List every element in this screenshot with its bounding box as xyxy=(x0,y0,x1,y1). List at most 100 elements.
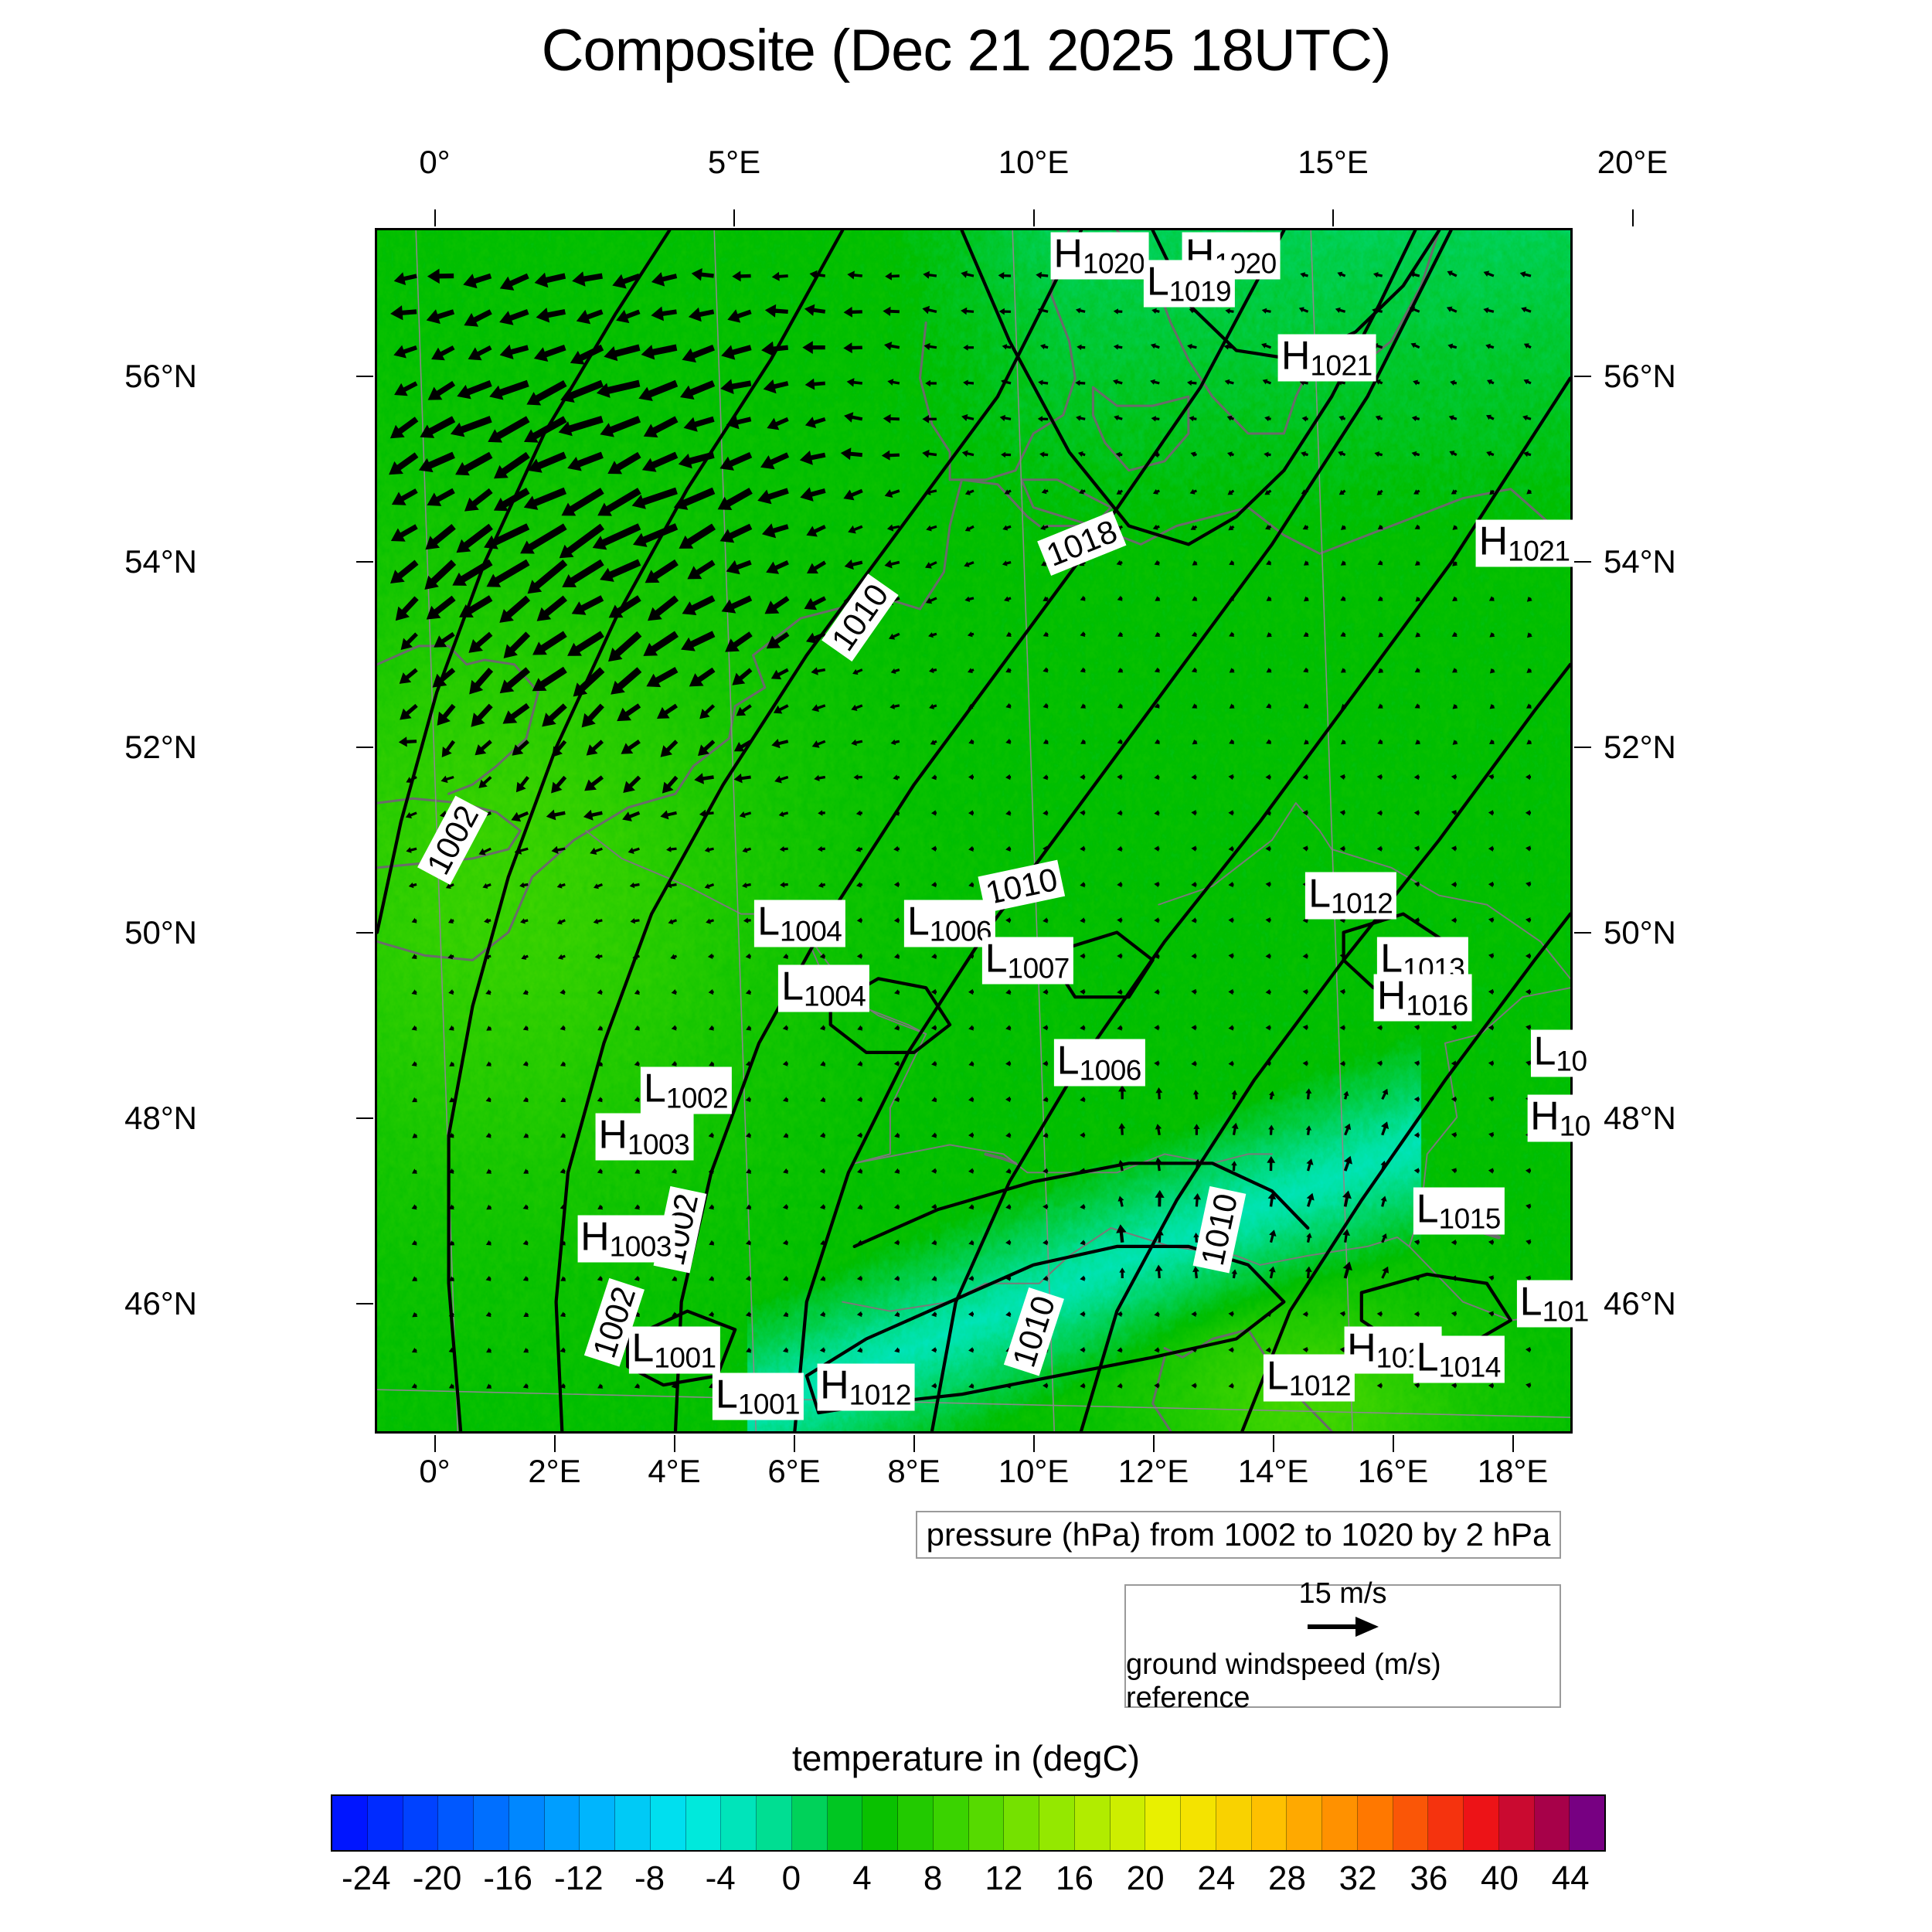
colorbar-segment xyxy=(1287,1796,1322,1850)
wind-arrow xyxy=(931,1204,937,1209)
wind-arrow xyxy=(964,561,974,567)
wind-arrow xyxy=(856,811,862,816)
wind-arrow xyxy=(1154,882,1159,887)
wind-arrow xyxy=(449,1026,454,1031)
axis-tick xyxy=(1033,209,1035,226)
wind-arrow xyxy=(597,1026,603,1031)
wind-arrow xyxy=(1341,560,1346,566)
wind-arrow xyxy=(1451,1025,1457,1030)
colorbar-segment xyxy=(1322,1796,1358,1850)
wind-arrow xyxy=(1075,380,1085,386)
wind-arrow xyxy=(1414,1240,1420,1245)
wind-arrow xyxy=(1191,526,1198,530)
wind-arrow xyxy=(783,954,788,959)
wind-arrow xyxy=(1340,1025,1345,1030)
wind-arrow xyxy=(968,1347,974,1352)
wind-arrow xyxy=(1377,1311,1383,1317)
graticule-meridian xyxy=(714,230,756,1431)
wind-arrow xyxy=(1306,1158,1313,1171)
wind-arrow xyxy=(594,919,603,924)
wind-arrow xyxy=(1080,1383,1085,1388)
wind-arrow xyxy=(463,274,492,288)
wind-arrow xyxy=(1154,1311,1159,1317)
wind-arrow xyxy=(1080,703,1086,708)
axis-tick xyxy=(733,209,735,226)
wind-arrow xyxy=(1415,632,1420,638)
wind-arrow xyxy=(546,810,566,821)
wind-arrow xyxy=(1000,415,1012,421)
colorbar-segment xyxy=(509,1796,545,1850)
wind-arrow xyxy=(1154,1347,1159,1352)
wind-arrow xyxy=(746,1348,751,1353)
wind-arrow xyxy=(922,306,937,315)
wind-arrow xyxy=(1378,525,1383,529)
wind-arrow xyxy=(582,704,604,728)
colorbar-segment xyxy=(1252,1796,1287,1850)
wind-arrow xyxy=(451,416,492,437)
wind-arrow xyxy=(924,343,937,350)
wind-arrow xyxy=(1191,810,1196,816)
wind-arrow xyxy=(1228,1347,1233,1352)
wind-arrow xyxy=(434,632,454,648)
axis-tick-label: 5°E xyxy=(708,144,760,181)
wind-arrow xyxy=(1526,1168,1531,1173)
wind-arrow xyxy=(523,1097,529,1102)
wind-arrow xyxy=(504,631,531,658)
wind-arrow xyxy=(780,846,788,852)
wind-arrow xyxy=(1117,846,1122,852)
wind-arrow xyxy=(968,1025,974,1030)
colorbar-segment xyxy=(580,1796,615,1850)
wind-arrow xyxy=(1338,451,1345,457)
wind-arrow xyxy=(521,954,529,960)
wind-arrow xyxy=(1303,845,1308,851)
wind-arrow xyxy=(1266,703,1271,709)
wind-arrow xyxy=(964,597,974,602)
wind-arrow xyxy=(1451,1060,1457,1066)
colorbar-segment xyxy=(1464,1796,1499,1850)
wind-arrow xyxy=(931,1132,937,1138)
wind-arrow xyxy=(638,380,678,401)
wind-arrow xyxy=(1300,272,1308,277)
wind-arrow xyxy=(672,1168,677,1174)
wind-arrow xyxy=(524,416,567,442)
wind-arrow xyxy=(560,1133,566,1138)
wind-arrow xyxy=(1080,882,1085,887)
wind-arrow xyxy=(1337,272,1345,277)
colorbar-segment xyxy=(1075,1796,1111,1850)
wind-arrow xyxy=(641,345,678,360)
wind-arrow xyxy=(883,307,900,316)
axis-tick-label: 14°E xyxy=(1238,1453,1309,1490)
wind-arrow xyxy=(766,560,789,574)
axis-tick-label: 4°E xyxy=(648,1453,700,1490)
wind-arrow xyxy=(523,1240,529,1246)
map-panel[interactable]: 1018 1010 1010 1002 1002 1002 1010 1010 H1020 H10… xyxy=(375,228,1573,1434)
wind-arrow xyxy=(511,811,529,821)
wind-arrow xyxy=(692,268,714,281)
wind-arrow xyxy=(820,1061,825,1066)
wind-arrow xyxy=(1080,1025,1085,1030)
wind-arrow xyxy=(726,415,752,429)
wind-arrow xyxy=(1114,308,1123,314)
wind-arrow xyxy=(1080,1240,1085,1245)
wind-arrow xyxy=(783,1276,788,1281)
wind-arrow xyxy=(1043,703,1049,709)
wind-arrow xyxy=(1378,703,1383,708)
wind-arrow xyxy=(1191,1061,1196,1066)
wind-arrow xyxy=(961,270,974,278)
wind-arrow xyxy=(1192,596,1197,600)
colorbar-segment xyxy=(1004,1796,1039,1850)
colorbar-tick-label: 16 xyxy=(1056,1859,1094,1898)
wind-arrow xyxy=(804,597,826,611)
wind-arrow xyxy=(1412,416,1420,421)
wind-arrow xyxy=(894,1347,900,1352)
colorbar[interactable] xyxy=(331,1794,1606,1852)
low-pressure-marker: L1004 xyxy=(754,900,845,947)
wind-arrow xyxy=(597,1205,603,1210)
colorbar-segment xyxy=(1535,1796,1570,1850)
wind-arrow xyxy=(607,452,641,474)
wind-arrow xyxy=(1151,308,1160,314)
wind-arrow xyxy=(1526,1204,1531,1209)
wind-arrow xyxy=(523,1133,529,1138)
wind-arrow xyxy=(1155,739,1160,744)
wind-arrow xyxy=(1005,1240,1011,1246)
